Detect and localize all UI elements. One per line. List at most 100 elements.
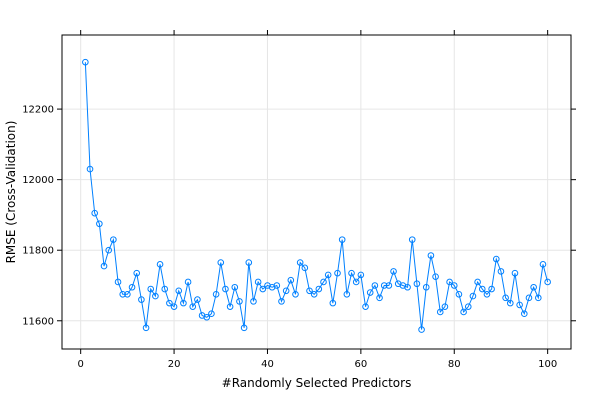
- series-line: [84, 62, 549, 330]
- grid-layer: [62, 35, 571, 349]
- data-point: [502, 294, 509, 302]
- data-point: [119, 291, 127, 298]
- data-point: [105, 246, 112, 254]
- data-point: [357, 271, 365, 279]
- data-point: [208, 310, 215, 318]
- data-point: [250, 298, 257, 305]
- data-point: [492, 255, 500, 263]
- data-point: [114, 278, 122, 286]
- data-point: [525, 294, 533, 302]
- data-point: [539, 261, 547, 268]
- data-point: [366, 289, 374, 296]
- data-point: [156, 261, 164, 268]
- data-point: [100, 262, 108, 270]
- data-point: [418, 326, 425, 333]
- data-point: [226, 303, 234, 310]
- y-tick-label: 12200: [22, 105, 54, 116]
- data-point: [544, 278, 551, 286]
- x-tick-label: 100: [538, 359, 557, 370]
- tick-labels: 0 20 40 60 80 100 11600 11800 12000 12200: [22, 105, 557, 370]
- data-point: [464, 303, 472, 310]
- data-point: [166, 299, 173, 307]
- data-point: [343, 291, 351, 298]
- data-point: [273, 282, 281, 289]
- data-point: [516, 301, 523, 309]
- data-point: [338, 236, 346, 243]
- x-tick-label: 80: [448, 359, 461, 370]
- data-point: [320, 278, 327, 286]
- data-point: [110, 236, 117, 243]
- data-point: [329, 299, 337, 307]
- data-point: [385, 282, 393, 289]
- data-point: [142, 324, 150, 332]
- data-point: [497, 268, 505, 275]
- data-point: [292, 291, 299, 298]
- data-point: [147, 285, 155, 293]
- series-layer: [82, 58, 551, 333]
- data-point: [422, 283, 430, 291]
- data-point: [217, 259, 225, 266]
- data-point: [436, 308, 444, 316]
- y-tick-label: 11800: [22, 246, 54, 257]
- y-tick-label: 12000: [22, 175, 54, 186]
- data-point: [245, 259, 253, 266]
- data-point: [124, 291, 131, 298]
- data-point: [222, 285, 229, 293]
- data-point: [474, 278, 481, 286]
- data-point: [184, 278, 192, 286]
- data-point: [376, 294, 383, 302]
- data-point: [296, 259, 304, 266]
- x-tick-label: 40: [261, 359, 274, 370]
- data-point: [432, 273, 439, 280]
- data-point: [306, 287, 313, 295]
- data-point: [478, 285, 486, 293]
- data-point: [86, 165, 94, 173]
- data-point: [315, 285, 323, 293]
- data-point: [506, 299, 514, 307]
- data-point: [521, 310, 528, 318]
- data-point: [282, 287, 290, 295]
- data-point: [259, 285, 267, 293]
- data-point: [390, 268, 397, 275]
- data-point: [324, 271, 332, 279]
- data-point: [441, 303, 449, 310]
- data-point: [371, 282, 379, 289]
- axis-ticks: [57, 30, 576, 354]
- data-point: [170, 303, 178, 310]
- x-tick-label: 20: [168, 359, 181, 370]
- data-point: [408, 236, 416, 243]
- y-tick-label: 11600: [22, 316, 54, 327]
- data-point: [535, 294, 542, 302]
- data-point: [180, 299, 187, 307]
- data-point: [348, 269, 355, 277]
- data-point: [446, 278, 453, 286]
- data-point: [287, 276, 295, 284]
- data-point: [310, 291, 318, 298]
- data-point: [488, 285, 495, 293]
- data-point: [91, 209, 98, 217]
- data-point: [380, 282, 388, 289]
- data-point: [455, 291, 463, 298]
- data-point: [128, 283, 136, 291]
- data-point: [133, 269, 141, 277]
- data-point: [334, 269, 341, 277]
- data-point: [404, 283, 411, 291]
- data-point: [175, 287, 183, 295]
- data-point: [161, 285, 169, 293]
- y-axis-title: RMSE (Cross-Validation): [4, 121, 18, 264]
- x-tick-label: 60: [354, 359, 367, 370]
- data-point: [278, 298, 285, 305]
- data-point: [231, 283, 239, 291]
- x-axis-title: #Randomly Selected Predictors: [222, 376, 412, 390]
- data-point: [194, 296, 201, 303]
- data-point: [469, 292, 477, 300]
- data-point: [450, 282, 458, 289]
- data-point: [352, 278, 360, 286]
- data-point: [483, 291, 491, 298]
- data-point: [152, 292, 159, 300]
- data-point: [460, 308, 467, 316]
- data-point: [511, 269, 519, 277]
- data-point: [138, 296, 145, 303]
- data-point: [362, 303, 369, 310]
